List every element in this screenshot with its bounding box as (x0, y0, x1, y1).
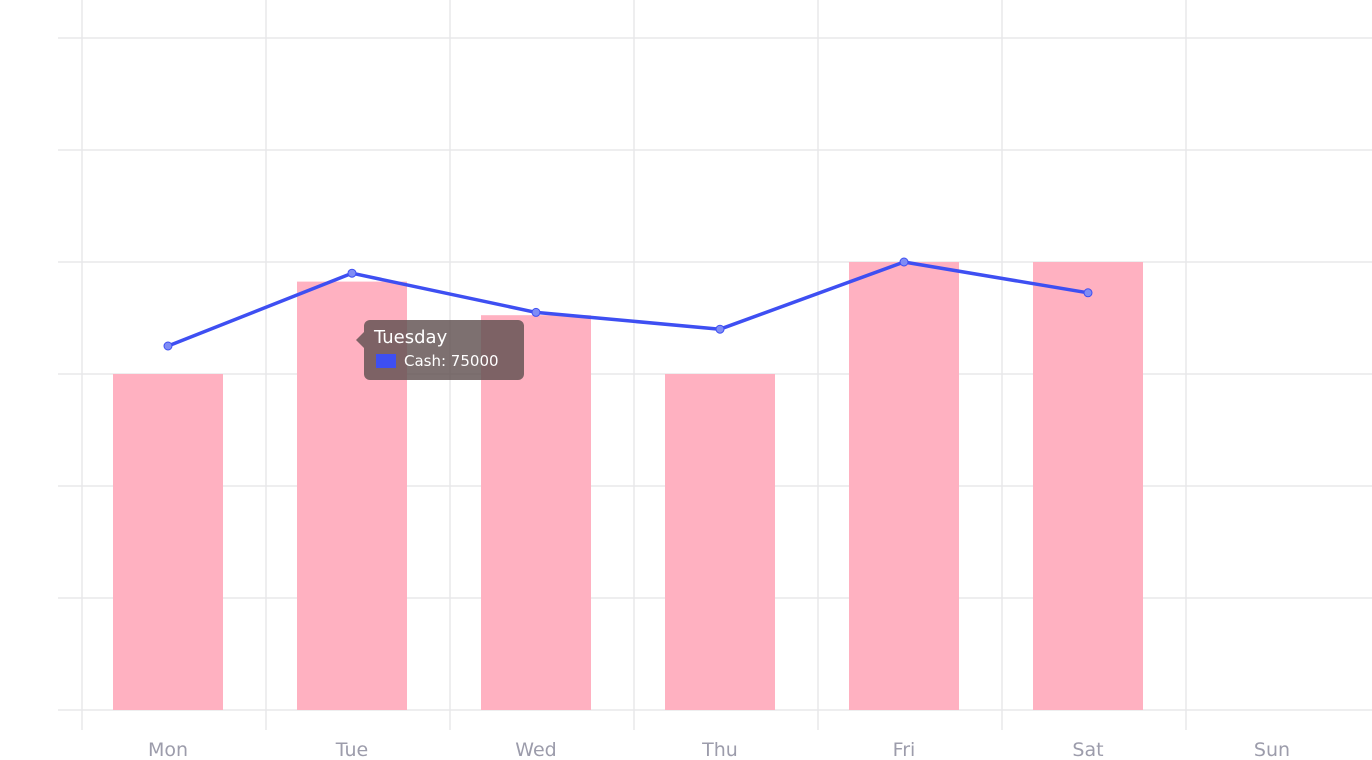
line-point (899, 257, 909, 267)
tooltip-swatch (376, 354, 396, 368)
bar-series (113, 262, 1143, 710)
bar (849, 262, 959, 710)
series-line (167, 260, 1089, 348)
line-point (1083, 288, 1093, 298)
bar (1033, 262, 1143, 710)
x-tick-label: Sun (1254, 739, 1290, 760)
line-point (163, 341, 173, 351)
bar (481, 315, 591, 710)
tooltip-label: Cash: 75000 (404, 352, 499, 370)
grid (58, 0, 1372, 730)
bar (665, 374, 775, 710)
x-tick-label: Thu (701, 739, 738, 760)
x-axis: Mon Tue Wed Thu Fri Sat Sun (148, 739, 1290, 760)
tooltip-row: Cash: 75000 (374, 352, 514, 370)
chart-tooltip: Tuesday Cash: 75000 (356, 320, 524, 380)
line-point (531, 307, 541, 317)
line-point (715, 324, 725, 334)
x-tick-label: Fri (893, 739, 916, 760)
bar (113, 374, 223, 710)
x-tick-label: Tue (335, 739, 368, 760)
x-tick-label: Wed (515, 739, 556, 760)
x-tick-label: Mon (148, 739, 188, 760)
line-point (347, 268, 357, 278)
x-tick-label: Sat (1072, 739, 1103, 760)
tooltip-title: Tuesday (374, 327, 448, 348)
line-series (163, 257, 1093, 351)
